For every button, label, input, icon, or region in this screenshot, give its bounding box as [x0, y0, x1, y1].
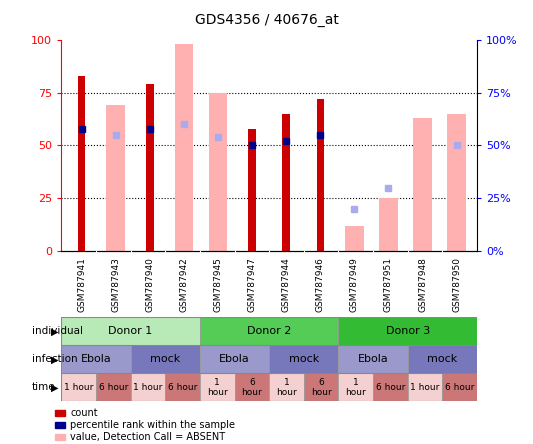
- Bar: [200, 317, 338, 345]
- Text: infection: infection: [32, 354, 78, 365]
- Bar: [408, 345, 477, 373]
- Bar: [269, 373, 304, 401]
- Text: ▶: ▶: [51, 354, 59, 365]
- Text: Ebola: Ebola: [80, 354, 111, 365]
- Text: time: time: [32, 382, 55, 392]
- Bar: [235, 373, 269, 401]
- Bar: [447, 114, 466, 251]
- Text: Donor 2: Donor 2: [247, 326, 292, 337]
- Bar: [61, 317, 200, 345]
- Bar: [165, 373, 200, 401]
- Text: 6 hour: 6 hour: [376, 383, 405, 392]
- Bar: [78, 76, 85, 251]
- Bar: [338, 317, 477, 345]
- Bar: [131, 345, 200, 373]
- Bar: [413, 118, 432, 251]
- Text: 1
hour: 1 hour: [207, 378, 228, 397]
- Text: 1 hour: 1 hour: [64, 383, 93, 392]
- Bar: [442, 373, 477, 401]
- Text: mock: mock: [150, 354, 180, 365]
- Bar: [209, 93, 228, 251]
- Text: 1
hour: 1 hour: [345, 378, 366, 397]
- Bar: [61, 373, 96, 401]
- Bar: [379, 198, 398, 251]
- Bar: [61, 345, 131, 373]
- Text: 1 hour: 1 hour: [133, 383, 163, 392]
- Bar: [282, 114, 290, 251]
- Bar: [338, 345, 408, 373]
- Bar: [146, 84, 154, 251]
- Bar: [408, 373, 442, 401]
- Bar: [200, 373, 235, 401]
- Bar: [338, 373, 373, 401]
- Bar: [304, 373, 338, 401]
- Text: 6
hour: 6 hour: [311, 378, 332, 397]
- Bar: [269, 345, 338, 373]
- Text: Ebola: Ebola: [358, 354, 389, 365]
- Text: 1 hour: 1 hour: [410, 383, 440, 392]
- Bar: [248, 129, 256, 251]
- Text: Ebola: Ebola: [219, 354, 250, 365]
- Text: ▶: ▶: [51, 382, 59, 392]
- Bar: [200, 345, 269, 373]
- Text: 6
hour: 6 hour: [241, 378, 262, 397]
- Bar: [317, 99, 324, 251]
- Text: 1
hour: 1 hour: [276, 378, 297, 397]
- Text: 6 hour: 6 hour: [445, 383, 474, 392]
- Text: 6 hour: 6 hour: [99, 383, 128, 392]
- Text: 6 hour: 6 hour: [168, 383, 197, 392]
- Bar: [345, 226, 364, 251]
- Text: mock: mock: [289, 354, 319, 365]
- Text: GDS4356 / 40676_at: GDS4356 / 40676_at: [195, 13, 338, 27]
- Bar: [175, 44, 193, 251]
- Text: mock: mock: [427, 354, 457, 365]
- Bar: [131, 373, 165, 401]
- Text: Donor 3: Donor 3: [385, 326, 430, 337]
- Legend: count, percentile rank within the sample, value, Detection Call = ABSENT, rank, : count, percentile rank within the sample…: [55, 408, 235, 444]
- Bar: [373, 373, 408, 401]
- Bar: [107, 105, 125, 251]
- Text: individual: individual: [32, 326, 83, 337]
- Text: ▶: ▶: [51, 326, 59, 337]
- Bar: [96, 373, 131, 401]
- Text: Donor 1: Donor 1: [108, 326, 153, 337]
